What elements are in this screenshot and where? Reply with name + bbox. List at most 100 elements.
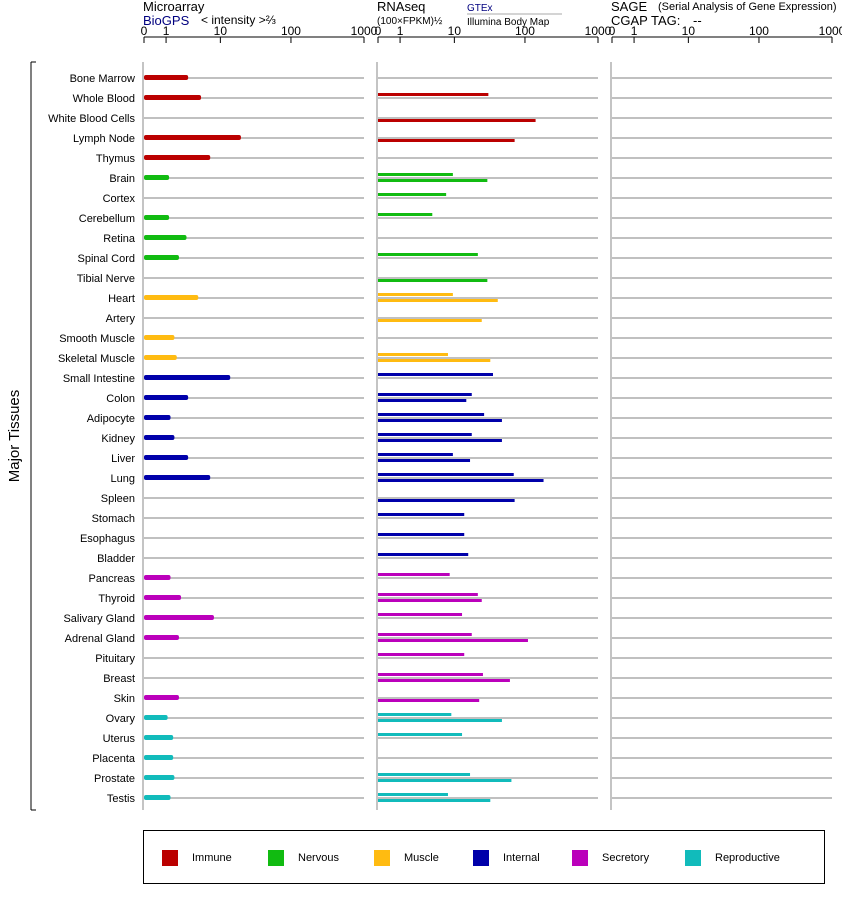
legend-item-reproductive: Reproductive	[685, 850, 780, 866]
microarray-bar	[144, 255, 179, 260]
microarray-tick-label: 1	[163, 24, 170, 38]
tissue-label: Cortex	[103, 193, 136, 205]
microarray-bar	[144, 695, 179, 700]
microarray-bar	[144, 755, 174, 760]
tissue-label: Ovary	[106, 713, 136, 725]
tissue-label: Prostate	[94, 773, 135, 785]
tissue-label: Salivary Gland	[63, 613, 135, 625]
illumina-bar	[378, 779, 512, 782]
tissue-label: Bladder	[97, 553, 135, 565]
gtex-bar	[378, 653, 465, 656]
illumina-bar	[378, 679, 510, 682]
tissue-label: Smooth Muscle	[59, 333, 135, 345]
tissue-label: Heart	[108, 293, 135, 305]
gtex-bar	[378, 593, 478, 596]
gtex-bar	[378, 793, 448, 796]
microarray-bar	[144, 375, 231, 380]
tissue-label: Pancreas	[89, 573, 136, 585]
illumina-bar	[378, 719, 502, 722]
rnaseq-tick-label: 100	[515, 24, 535, 38]
microarray-bar	[144, 235, 187, 240]
tissue-label: Thyroid	[98, 593, 135, 605]
gtex-bar	[378, 473, 514, 476]
tissue-label: Cerebellum	[79, 213, 135, 225]
rnaseq-unit: (100×FPKM)½	[377, 16, 443, 27]
legend-swatch-nervous	[268, 850, 284, 866]
illumina-bar	[378, 639, 528, 642]
gtex-bar	[378, 373, 493, 376]
tissue-label: Artery	[106, 313, 136, 325]
illumina-bar	[378, 179, 488, 182]
microarray-bar	[144, 155, 211, 160]
legend-item-muscle: Muscle	[374, 850, 439, 866]
microarray-bar	[144, 415, 171, 420]
microarray-bar	[144, 435, 175, 440]
gtex-bar	[378, 173, 453, 176]
tissue-label: Lymph Node	[73, 133, 135, 145]
sage-tag-value: --	[693, 13, 702, 28]
gtex-bar	[378, 393, 472, 396]
sage-tick-label: 1	[631, 24, 638, 38]
gtex-bar	[378, 633, 472, 636]
tissue-label: Retina	[103, 233, 136, 245]
rnaseq-source-gtex[interactable]: GTEx	[467, 3, 493, 14]
microarray-bar	[144, 355, 177, 360]
microarray-source-link[interactable]: BioGPS	[143, 13, 190, 28]
legend-label-muscle: Muscle	[404, 852, 439, 864]
tissue-label: Adrenal Gland	[65, 633, 135, 645]
tissue-label: Breast	[103, 673, 135, 685]
tissue-label: Adipocyte	[87, 413, 135, 425]
microarray-bar	[144, 775, 175, 780]
microarray-unit: < intensity >⅔	[201, 13, 276, 27]
gtex-bar	[378, 213, 433, 216]
sage-tick-label: 10	[682, 24, 696, 38]
tissue-label: Testis	[107, 793, 136, 805]
gtex-bar	[378, 413, 485, 416]
microarray-bar	[144, 475, 211, 480]
microarray-bar	[144, 615, 214, 620]
microarray-bar	[144, 395, 189, 400]
gtex-bar	[378, 353, 448, 356]
legend-item-nervous: Nervous	[268, 850, 339, 866]
microarray-tick-label: 0	[141, 24, 148, 38]
microarray-bar	[144, 575, 171, 580]
microarray-bar	[144, 135, 241, 140]
tissue-label: Placenta	[92, 753, 136, 765]
illumina-bar	[378, 139, 515, 142]
microarray-bar	[144, 595, 182, 600]
gtex-bar	[378, 553, 469, 556]
tissue-label: Pituitary	[95, 653, 135, 665]
tissue-label: Uterus	[103, 733, 136, 745]
tissue-label: Brain	[109, 173, 135, 185]
illumina-bar	[378, 499, 515, 502]
microarray-bar	[144, 175, 170, 180]
sage-tick-label: 1000	[819, 24, 842, 38]
tissue-label: Skin	[114, 693, 135, 705]
tissue-label: Thymus	[96, 153, 136, 165]
sage-tick-label: 100	[749, 24, 769, 38]
microarray-tick-label: 100	[281, 24, 301, 38]
legend-swatch-internal	[473, 850, 489, 866]
illumina-bar	[378, 399, 467, 402]
illumina-bar	[378, 699, 480, 702]
illumina-bar	[378, 439, 502, 442]
tissue-label: Whole Blood	[73, 93, 135, 105]
gtex-bar	[378, 293, 453, 296]
illumina-bar	[378, 319, 482, 322]
sage-subtitle: (Serial Analysis of Gene Expression)	[658, 1, 837, 13]
legend-label-internal: Internal	[503, 852, 540, 864]
gtex-bar	[378, 93, 489, 96]
legend: Immune Nervous Muscle Internal Secretory…	[143, 830, 825, 884]
legend-label-nervous: Nervous	[298, 852, 339, 864]
legend-swatch-reproductive	[685, 850, 701, 866]
illumina-bar	[378, 479, 544, 482]
tissue-label: Tibial Nerve	[77, 273, 135, 285]
tissue-label: Stomach	[92, 513, 135, 525]
illumina-bar	[378, 799, 491, 802]
legend-item-internal: Internal	[473, 850, 540, 866]
microarray-bar	[144, 215, 170, 220]
sage-title: SAGE	[611, 0, 648, 14]
microarray-bar	[144, 635, 179, 640]
microarray-bar	[144, 295, 199, 300]
rnaseq-tick-label: 1000	[585, 24, 612, 38]
